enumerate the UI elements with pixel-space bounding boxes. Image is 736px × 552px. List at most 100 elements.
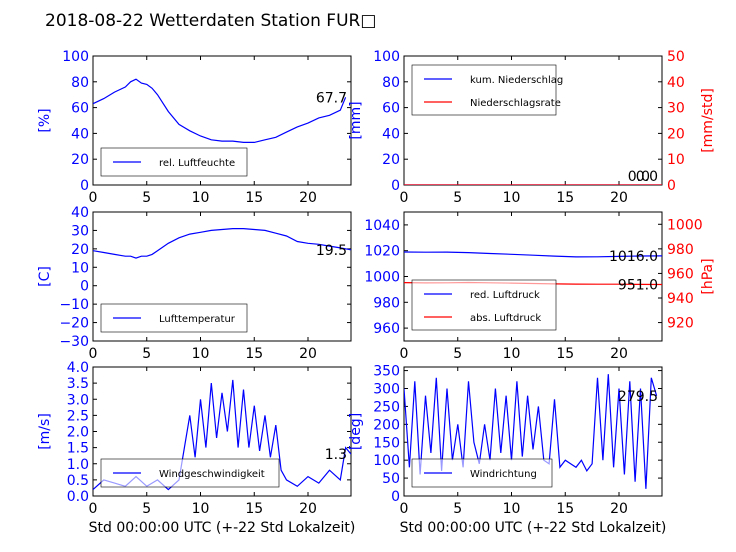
x-tick-label: 20: [610, 346, 628, 362]
legend-box: [411, 64, 557, 116]
y-tick-label: −30: [59, 334, 89, 350]
panel-temperature: 0 5 10 15 20 −30 −20 −10 0 10 20 30 40 [C] Lufttempera…: [37, 205, 352, 362]
x-tick-label: 15: [245, 346, 263, 362]
last-value-label: 1016.0: [609, 249, 658, 265]
x-tick-label: 15: [556, 501, 574, 517]
y2-tick-label: 960: [667, 266, 694, 282]
x-tick-label: 5: [142, 501, 151, 517]
y-tick-label: 1020: [364, 244, 400, 260]
y2-tick-label: 20: [667, 126, 685, 142]
y2-tick-label: 30: [667, 101, 685, 117]
x-tick-label: 15: [556, 190, 574, 206]
x-tick-label: 5: [142, 190, 151, 206]
last-value-label: 0.0: [628, 169, 650, 185]
y-tick-label: 80: [382, 75, 400, 91]
legend-box: [411, 279, 557, 331]
x-tick-label: 20: [299, 190, 317, 206]
x-tick-label: 15: [245, 501, 263, 517]
last-value-label: 1.3: [325, 447, 347, 463]
y-axis-label: [C]: [37, 266, 53, 287]
y-tick-label: 980: [373, 295, 400, 311]
y-tick-label: 350: [373, 364, 400, 380]
y-tick-label: 0.5: [67, 473, 89, 489]
y-tick-label: 80: [71, 75, 89, 91]
x-tick-label: 10: [192, 190, 210, 206]
y-tick-label: 40: [71, 205, 89, 221]
last-value-label: 951.0: [618, 277, 658, 293]
y-tick-label: 60: [382, 101, 400, 117]
y2-tick-label: 940: [667, 291, 694, 307]
x-tick-label: 15: [556, 346, 574, 362]
legend-label: red. Luftdruck: [470, 290, 540, 301]
y2-tick-label: 0: [667, 178, 676, 194]
panel-pressure: 0 5 10 15 20 960 980 1000 1020 1040 920 940 960 980 10…: [364, 211, 716, 362]
y2-tick-label: 980: [667, 242, 694, 258]
y-axis-label: [mm]: [348, 101, 364, 139]
x-tick-label: 20: [610, 501, 628, 517]
x-tick-label: 0: [400, 190, 409, 206]
x-axis-label: Std 00:00:00 UTC (+-22 Std Lokalzeit): [400, 520, 667, 536]
x-tick-label: 10: [503, 346, 521, 362]
x-tick-label: 0: [89, 346, 98, 362]
x-tick-label: 5: [142, 346, 151, 362]
y-tick-label: 0: [391, 489, 400, 505]
y-tick-label: 1040: [364, 218, 400, 234]
y-tick-label: 3.5: [67, 376, 89, 392]
y-axis-label: [m/s]: [37, 413, 53, 450]
last-value-label: 19.5: [316, 243, 347, 259]
y-tick-label: 250: [373, 399, 400, 415]
x-tick-label: 10: [503, 190, 521, 206]
y2-tick-label: 1000: [667, 217, 703, 233]
series-line-0: [93, 78, 347, 143]
y-tick-label: 150: [373, 435, 400, 451]
x-tick-label: 10: [192, 346, 210, 362]
legend-label: abs. Luftdruck: [470, 313, 541, 324]
x-axis-label: Std 00:00:00 UTC (+-22 Std Lokalzeit): [89, 520, 356, 536]
y-tick-label: 200: [373, 417, 400, 433]
panel-windspeed: 0 5 10 15 20 0.00.51.01.52.02.53.03.54.0 [m/s]…: [37, 360, 355, 536]
plot-frame: [92, 211, 352, 342]
x-tick-label: 10: [503, 501, 521, 517]
y2-axis-label: [hPa]: [700, 258, 716, 294]
y-tick-label: 2.0: [67, 425, 89, 441]
y-tick-label: 40: [71, 126, 89, 142]
y-tick-label: 10: [71, 260, 89, 276]
y-axis-label: [deg]: [348, 413, 364, 450]
y-tick-label: 3.0: [67, 392, 89, 408]
y2-tick-label: 10: [667, 152, 685, 168]
y-tick-label: 300: [373, 382, 400, 398]
last-value-label: 279.5: [618, 389, 658, 405]
legend-label: Niederschlagsrate: [470, 98, 561, 109]
y-tick-label: 0: [80, 178, 89, 194]
x-tick-label: 5: [453, 346, 462, 362]
x-tick-label: 5: [453, 190, 462, 206]
y2-tick-label: 920: [667, 316, 694, 332]
y-tick-label: −20: [59, 316, 89, 332]
y2-tick-label: 40: [667, 75, 685, 91]
y-axis-label: [%]: [37, 108, 53, 132]
y-tick-label: 60: [71, 101, 89, 117]
last-value-label: 67.7: [316, 90, 347, 106]
series-line-0: [404, 374, 658, 489]
y2-axis-label: [mm/std]: [700, 88, 716, 153]
plot-frame: [403, 366, 663, 497]
y-tick-label: 1.5: [67, 441, 89, 457]
y2-tick-label: 50: [667, 49, 685, 65]
legend-label: Windgeschwindigkeit: [159, 469, 265, 480]
figure-title: 2018-08-22 Wetterdaten Station FUR□: [45, 11, 376, 31]
y-tick-label: 1.0: [67, 457, 89, 473]
series-line-0: [404, 251, 662, 258]
panel-precip: 0 5 10 15 20 0 20 40 60 80 100 0 10 20 30 40 50 [mm] [mm/s…: [348, 49, 716, 206]
x-tick-label: 15: [245, 190, 263, 206]
x-tick-label: 0: [89, 501, 98, 517]
y-tick-label: 50: [382, 471, 400, 487]
legend-label: rel. Luftfeuchte: [159, 158, 235, 169]
x-tick-label: 0: [400, 346, 409, 362]
y-tick-label: 100: [62, 49, 89, 65]
y-tick-label: 0: [391, 178, 400, 194]
last-value-label: 0.0: [636, 169, 658, 185]
legend-label: kum. Niederschlag: [470, 75, 563, 86]
